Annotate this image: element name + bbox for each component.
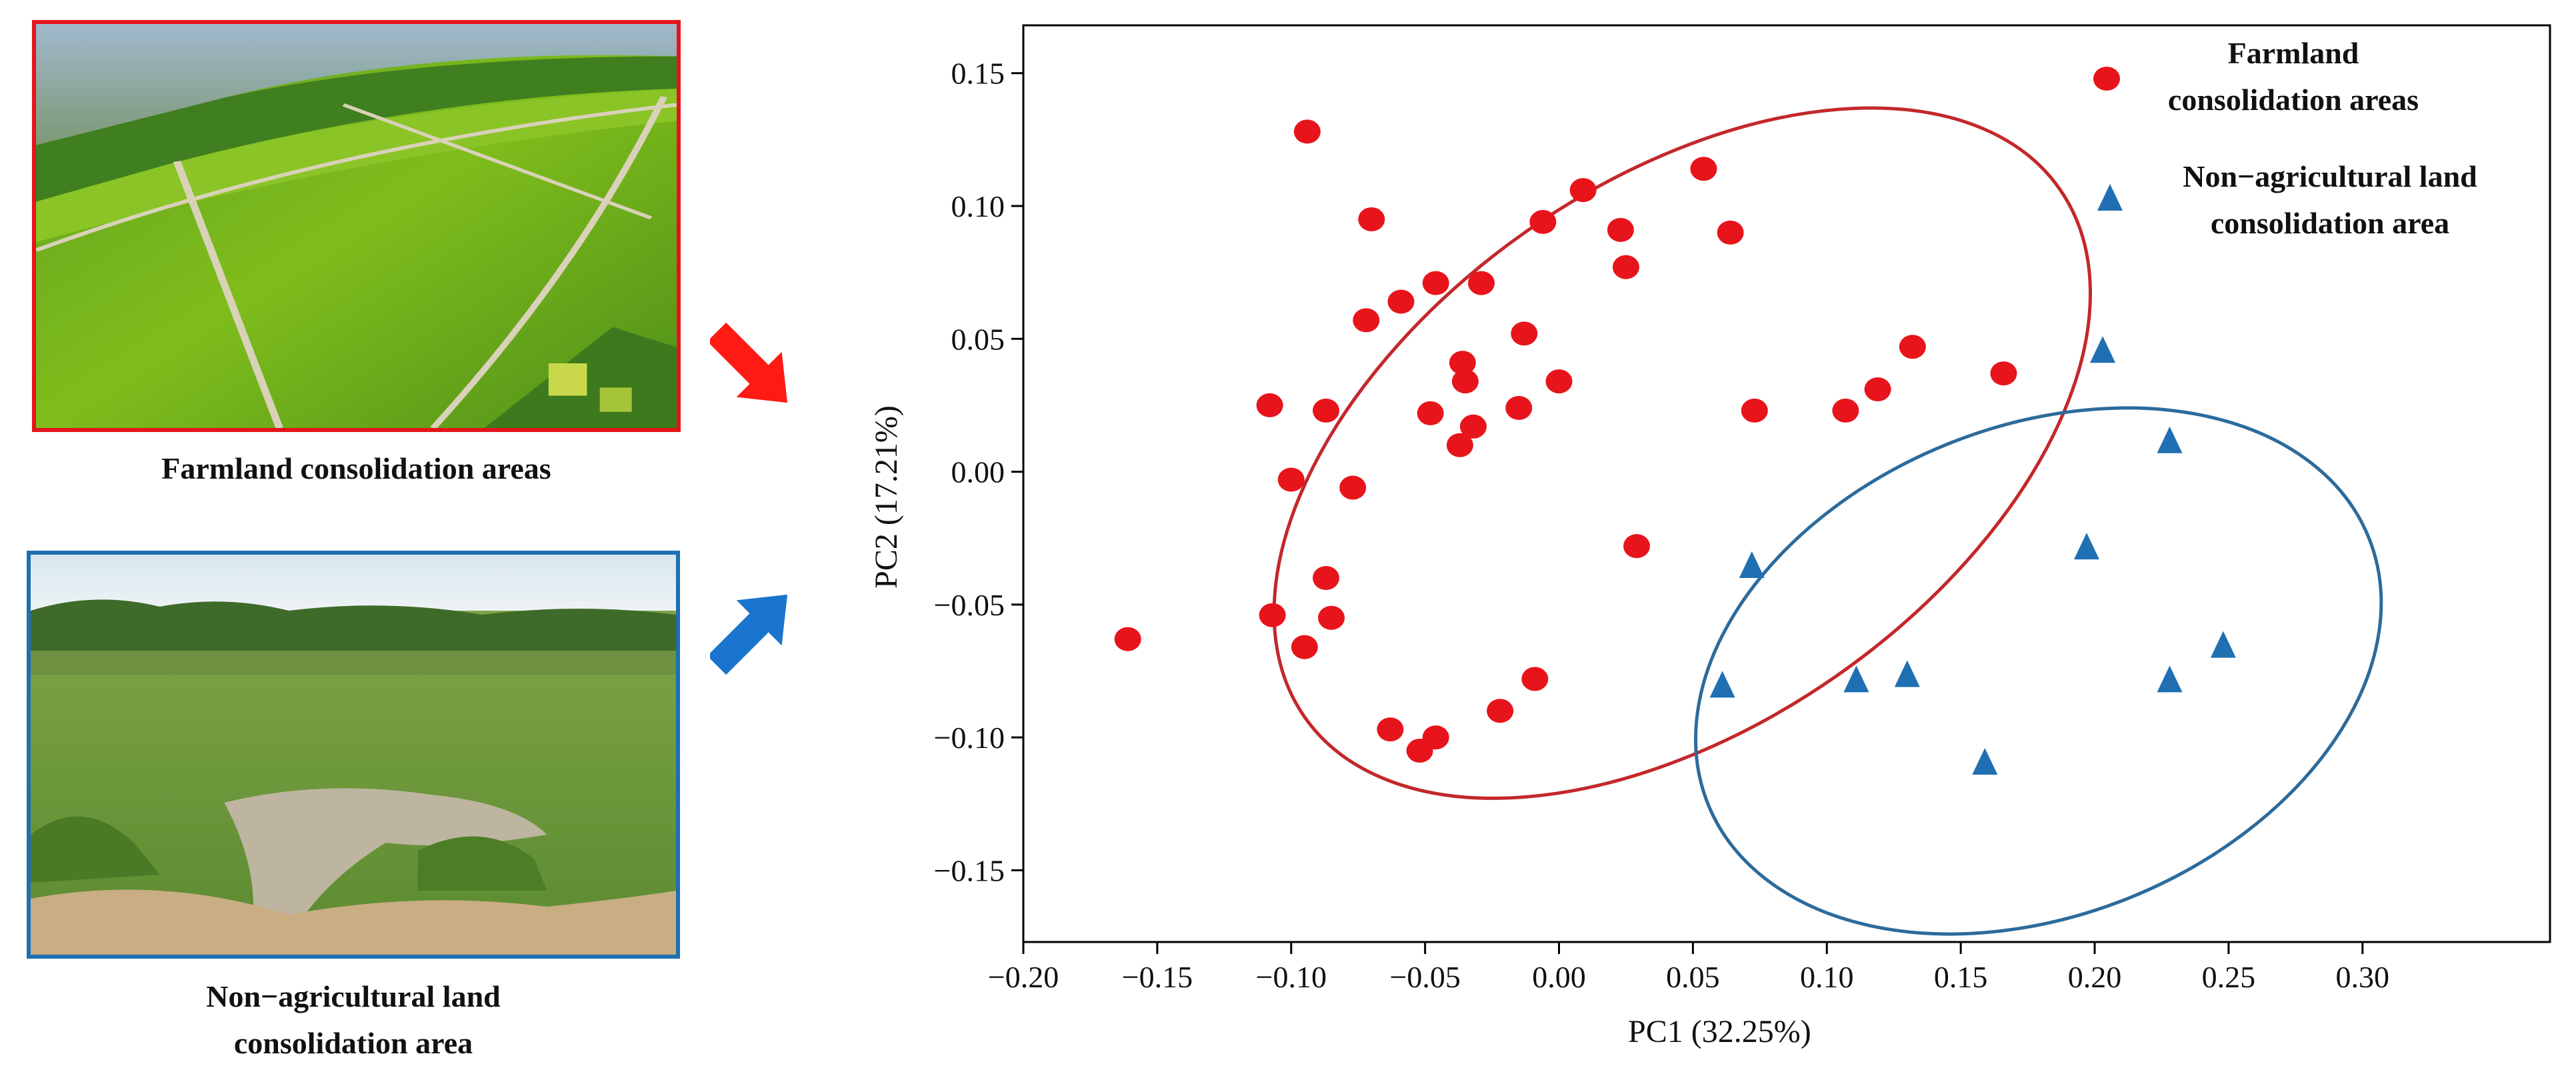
blue-arrow-icon (710, 594, 788, 675)
non-agricultural-point (2157, 665, 2183, 693)
farmland-point (1277, 467, 1305, 492)
farmland-point (1358, 207, 1385, 231)
farmland-point (1339, 475, 1367, 500)
non-agricultural-illustration (31, 555, 676, 955)
y-tick-label: −0.10 (934, 721, 1005, 755)
y-axis-label: PC2 (17.21%) (869, 405, 904, 589)
red-arrow-icon (710, 322, 788, 403)
x-tick-label: −0.05 (1389, 960, 1460, 994)
farmland-point (1259, 603, 1286, 627)
non-agricultural-photo (27, 551, 680, 959)
x-tick-label: 0.15 (1934, 960, 1988, 994)
farmland-point (1607, 217, 1634, 242)
x-tick-label: −0.10 (1256, 960, 1327, 994)
non-agricultural-point (2090, 336, 2116, 363)
farmland-point (1505, 395, 1533, 420)
legend: Farmland consolidation areas Non−agricultu… (2093, 36, 2477, 240)
non-agricultural-point (1709, 671, 1735, 698)
farmland-point (1529, 209, 1557, 234)
farmland-point (1406, 739, 1433, 763)
farmland-ellipse (1272, 106, 2093, 800)
y-tick-label: −0.05 (934, 588, 1005, 622)
farmland-point (1899, 335, 1926, 359)
farmland-point (1717, 220, 1744, 245)
farmland-point (1623, 534, 1651, 559)
confidence-ellipses (1272, 106, 2383, 936)
plot-area (1022, 24, 2551, 943)
farmland-point (1114, 627, 1141, 651)
farmland-point (1545, 369, 1573, 394)
y-tick-label: −0.15 (934, 853, 1005, 887)
farmland-point (1417, 401, 1444, 425)
farmland-point (1511, 321, 1538, 346)
farmland-point (1312, 565, 1339, 590)
farmland-point (1521, 667, 1549, 691)
non-agricultural-point (1894, 660, 1920, 687)
x-tick-label: 0.25 (2202, 960, 2256, 994)
non-agricultural-caption-line1: Non−agricultural land (206, 979, 501, 1013)
farmland-caption: Farmland consolidation areas (32, 445, 681, 492)
data-points (1114, 119, 2236, 775)
farmland-point (1990, 361, 2017, 386)
x-tick-label: 0.10 (1800, 960, 1854, 994)
farmland-point (1449, 351, 1476, 375)
legend-label: Farmland (2228, 36, 2359, 70)
x-tick-label: 0.20 (2068, 960, 2122, 994)
y-axis: −0.15 −0.10 −0.05 0.00 0.05 0.10 0.15 (934, 57, 1023, 887)
farmland-point (1487, 699, 1514, 723)
farmland-point (1690, 157, 1717, 181)
legend-label: consolidation areas (2168, 83, 2419, 117)
farmland-point (1377, 717, 1404, 742)
non-agricultural-point (2210, 631, 2236, 658)
farmland-point (1353, 308, 1380, 333)
farmland-photo (32, 20, 681, 432)
non-agricultural-caption-line2: consolidation area (233, 1026, 473, 1060)
farmland-point (1864, 377, 1891, 402)
plot-frame (1022, 24, 2551, 943)
farmland-illustration (36, 24, 677, 428)
legend-marker-farmland (2093, 67, 2120, 91)
farmland-point (1256, 393, 1283, 417)
farmland-point (1293, 119, 1321, 144)
x-axis-label: PC1 (32.25%) (1628, 1014, 1811, 1049)
y-tick-label: 0.10 (951, 189, 1005, 223)
x-tick-label: −0.20 (988, 960, 1059, 994)
farmland-point (1318, 605, 1345, 630)
non-agricultural-point (2157, 426, 2183, 453)
non-agricultural-ellipse (1694, 406, 2383, 936)
non-agricultural-point (1972, 747, 1998, 775)
non-agricultural-caption: Non−agricultural land consolidation area (27, 973, 680, 1067)
x-axis: −0.20 −0.15 −0.10 −0.05 0.00 0.05 0.10 0.15 0.20… (988, 942, 2389, 994)
x-tick-label: 0.00 (1532, 960, 1586, 994)
y-tick-label: 0.05 (951, 322, 1005, 356)
y-tick-label: 0.00 (951, 455, 1005, 489)
x-tick-label: 0.05 (1666, 960, 1720, 994)
legend-marker-non-agricultural (2097, 184, 2123, 211)
farmland-point (1291, 635, 1318, 659)
y-tick-label: 0.15 (951, 57, 1005, 91)
x-tick-label: −0.15 (1122, 960, 1193, 994)
farmland-caption-text: Farmland consolidation areas (161, 451, 551, 485)
farmland-point (1569, 178, 1597, 203)
legend-label: Non−agricultural land (2183, 159, 2477, 193)
farmland-point (1459, 414, 1487, 439)
farmland-point (1387, 289, 1415, 314)
farmland-point (1468, 271, 1495, 295)
farmland-point (1451, 369, 1479, 394)
non-agricultural-point (2073, 533, 2099, 560)
x-tick-label: 0.30 (2336, 960, 2390, 994)
farmland-point (1446, 433, 1473, 457)
farmland-point (1312, 398, 1339, 423)
farmland-point (1612, 255, 1639, 279)
non-agricultural-point (1739, 551, 1765, 579)
farmland-point (1422, 271, 1449, 295)
farmland-point (1832, 398, 1859, 423)
legend-label: consolidation area (2211, 206, 2449, 240)
non-agricultural-point (1843, 665, 1869, 693)
farmland-point (1741, 398, 1768, 423)
